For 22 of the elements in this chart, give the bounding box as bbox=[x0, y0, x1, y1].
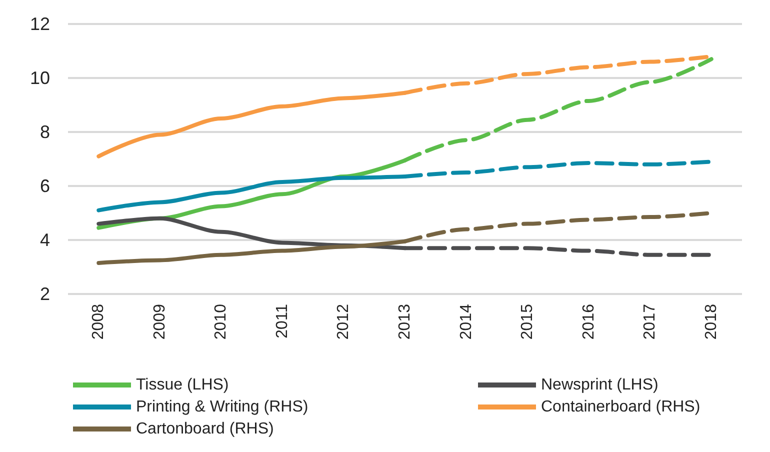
y-tick-label: 8 bbox=[40, 122, 50, 142]
x-tick-label: 2011 bbox=[274, 304, 291, 338]
x-tick-label: 2009 bbox=[151, 304, 168, 340]
y-tick-label: 10 bbox=[30, 68, 50, 88]
y-tick-label: 4 bbox=[40, 230, 50, 250]
legend-label: Printing & Writing (RHS) bbox=[136, 398, 308, 416]
legend-label: Newsprint (LHS) bbox=[541, 376, 658, 394]
x-tick-label: 2015 bbox=[519, 304, 536, 340]
y-tick-label: 2 bbox=[40, 284, 50, 304]
x-tick-label: 2016 bbox=[580, 304, 598, 340]
x-tick-label: 2013 bbox=[396, 304, 414, 340]
y-tick-label: 6 bbox=[40, 176, 50, 196]
x-tick-label: 2018 bbox=[702, 304, 720, 340]
y-tick-label: 12 bbox=[30, 14, 50, 34]
x-tick-label: 2008 bbox=[90, 304, 108, 340]
legend-label: Containerboard (RHS) bbox=[541, 398, 700, 416]
x-tick-label: 2010 bbox=[212, 304, 230, 340]
x-tick-label: 2014 bbox=[458, 304, 475, 340]
x-tick-label: 2017 bbox=[642, 304, 659, 340]
legend-label: Cartonboard (RHS) bbox=[136, 420, 274, 438]
legend-label: Tissue (LHS) bbox=[136, 376, 229, 394]
x-tick-label: 2012 bbox=[335, 304, 352, 340]
